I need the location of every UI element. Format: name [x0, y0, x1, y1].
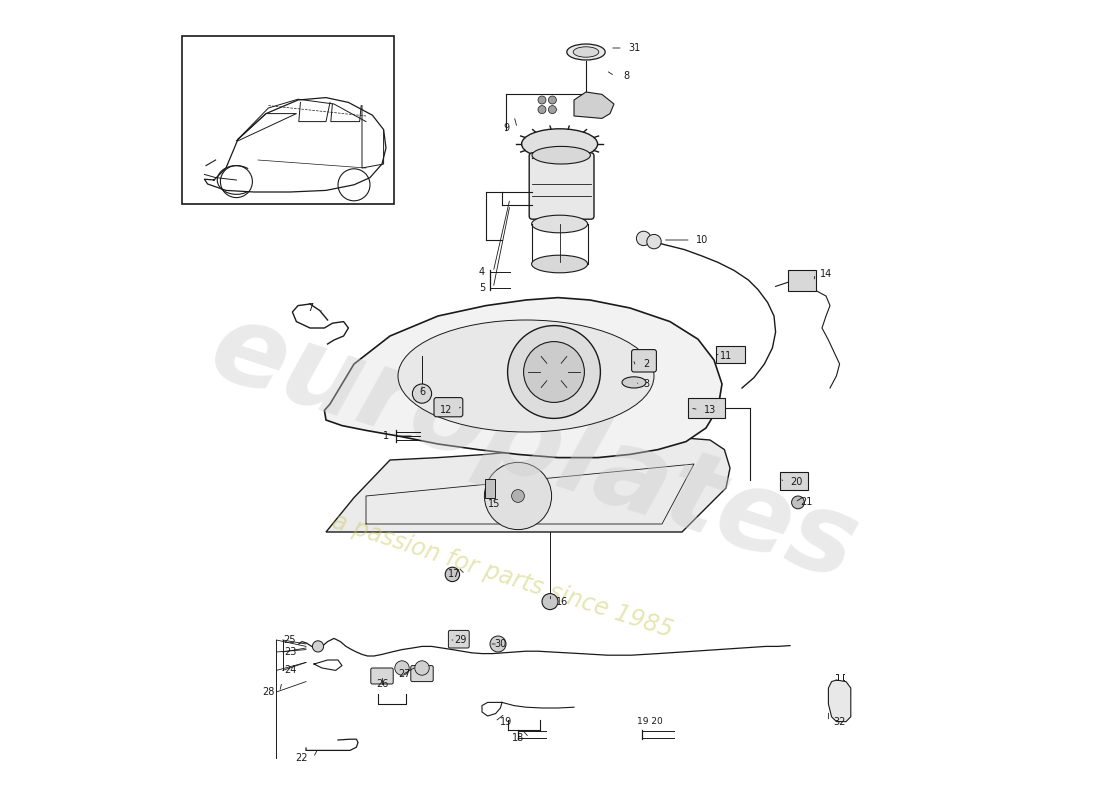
FancyBboxPatch shape — [529, 153, 594, 219]
Ellipse shape — [573, 46, 598, 58]
Text: 21: 21 — [800, 498, 812, 507]
Polygon shape — [324, 298, 722, 458]
Text: 10: 10 — [696, 235, 708, 245]
Polygon shape — [574, 92, 614, 118]
Text: 14: 14 — [820, 269, 832, 278]
FancyBboxPatch shape — [631, 350, 657, 372]
Circle shape — [538, 96, 546, 104]
Circle shape — [490, 636, 506, 652]
Circle shape — [647, 234, 661, 249]
Text: 24: 24 — [284, 666, 296, 675]
Text: 26: 26 — [376, 679, 388, 689]
FancyBboxPatch shape — [182, 36, 394, 204]
Ellipse shape — [621, 377, 646, 388]
Text: 8: 8 — [623, 71, 629, 81]
FancyBboxPatch shape — [434, 398, 463, 417]
Circle shape — [792, 496, 804, 509]
Circle shape — [524, 342, 584, 402]
FancyBboxPatch shape — [689, 398, 725, 418]
Text: 19: 19 — [499, 717, 513, 726]
Text: 19 20: 19 20 — [637, 717, 663, 726]
Circle shape — [549, 96, 557, 104]
Text: 1: 1 — [383, 431, 389, 441]
Circle shape — [549, 106, 557, 114]
Ellipse shape — [566, 44, 605, 60]
FancyBboxPatch shape — [449, 630, 470, 648]
FancyBboxPatch shape — [410, 666, 433, 682]
FancyBboxPatch shape — [716, 346, 745, 363]
Circle shape — [507, 326, 601, 418]
Text: 11: 11 — [719, 351, 733, 361]
Text: 31: 31 — [628, 43, 640, 53]
Text: 25: 25 — [284, 635, 296, 645]
Circle shape — [484, 462, 551, 530]
Ellipse shape — [532, 146, 591, 164]
Polygon shape — [828, 680, 850, 722]
Circle shape — [412, 384, 431, 403]
Text: 12: 12 — [440, 405, 452, 414]
Text: 7: 7 — [307, 303, 314, 313]
Text: 13: 13 — [704, 405, 716, 414]
Text: 28: 28 — [262, 687, 275, 697]
FancyBboxPatch shape — [485, 479, 495, 498]
Text: 23: 23 — [284, 647, 296, 657]
Text: 9: 9 — [503, 123, 509, 133]
Ellipse shape — [531, 215, 587, 233]
Text: a passion for parts since 1985: a passion for parts since 1985 — [329, 510, 675, 642]
Text: 30: 30 — [494, 639, 506, 649]
Circle shape — [415, 661, 429, 675]
Text: 6: 6 — [419, 387, 425, 397]
Text: 17: 17 — [448, 570, 460, 579]
Text: 4: 4 — [478, 267, 485, 277]
Text: 20: 20 — [790, 477, 803, 486]
Ellipse shape — [531, 255, 587, 273]
Text: 3: 3 — [642, 379, 649, 389]
Circle shape — [637, 231, 651, 246]
Text: 5: 5 — [478, 283, 485, 293]
Text: 16: 16 — [556, 597, 568, 606]
Text: europlates: europlates — [198, 293, 870, 603]
Text: 15: 15 — [487, 499, 500, 509]
Text: 32: 32 — [834, 717, 846, 726]
Circle shape — [512, 490, 525, 502]
FancyBboxPatch shape — [789, 270, 815, 291]
Text: 18: 18 — [512, 733, 524, 742]
Ellipse shape — [398, 320, 654, 432]
FancyBboxPatch shape — [780, 472, 807, 490]
Polygon shape — [326, 437, 730, 532]
Text: 22: 22 — [296, 753, 308, 762]
Circle shape — [395, 661, 409, 675]
Ellipse shape — [521, 129, 597, 159]
Text: 29: 29 — [454, 635, 466, 645]
Text: 27: 27 — [398, 669, 410, 678]
Circle shape — [542, 594, 558, 610]
Circle shape — [538, 106, 546, 114]
Circle shape — [312, 641, 323, 652]
Text: 2: 2 — [642, 359, 649, 369]
FancyBboxPatch shape — [371, 668, 393, 684]
Circle shape — [446, 567, 460, 582]
